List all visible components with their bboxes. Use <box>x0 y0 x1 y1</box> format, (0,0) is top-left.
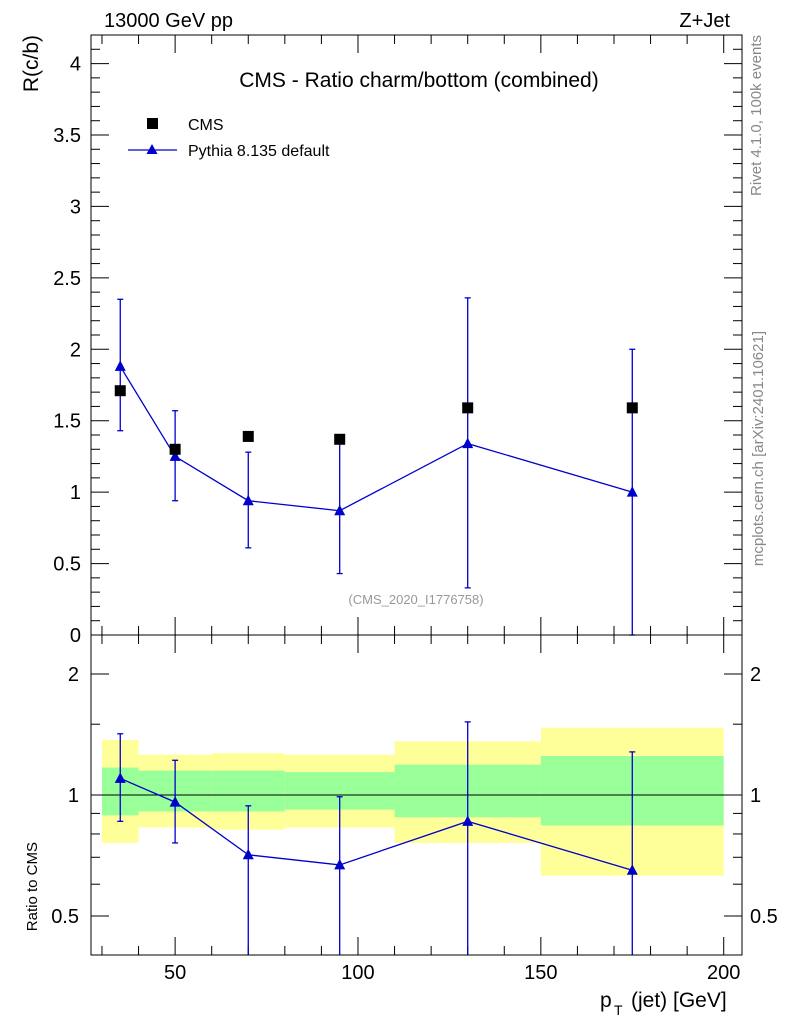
ratio-point <box>242 848 254 860</box>
y-tick-label: 0.5 <box>53 554 81 576</box>
y-tick-label: 4 <box>70 54 81 76</box>
x-tick-label: 100 <box>341 962 374 984</box>
plot-title: CMS - Ratio charm/bottom (combined) <box>239 69 598 92</box>
ratio-y-tick-label-right: 0.5 <box>750 906 778 928</box>
y-tick-label: 2.5 <box>53 268 81 290</box>
ratio-point <box>114 772 126 783</box>
band-inner-bin <box>211 770 285 812</box>
ratio-line <box>119 777 633 871</box>
ratio-y-tick-label: 1 <box>68 785 79 807</box>
ratio-y-axis-title: Ratio to CMS <box>24 842 41 931</box>
x-axis-title: p T (jet) [GeV] <box>600 989 727 1018</box>
legend: CMS Pythia 8.135 default <box>128 117 330 160</box>
y-tick-label: 0 <box>70 625 81 647</box>
pythia-point <box>169 450 181 461</box>
ratio-y-tick-label-right: 1 <box>750 785 761 807</box>
svg-text:p: p <box>600 989 612 1012</box>
ratio-point <box>334 858 346 870</box>
y-tick-label: 1 <box>70 482 81 504</box>
y-tick-label: 3.5 <box>53 125 81 147</box>
ratio-point <box>169 796 181 807</box>
ratio-y-tick-label: 2 <box>68 664 79 686</box>
cms-data-point <box>334 433 346 445</box>
ratio-plot-frame <box>90 634 743 956</box>
pythia-line <box>119 366 633 512</box>
process-label: Z+Jet <box>679 10 730 32</box>
analysis-id-label: (CMS_2020_I1776758) <box>348 592 483 607</box>
pythia-point <box>242 494 254 506</box>
legend-cms-marker <box>147 118 158 129</box>
cms-data-point <box>242 430 254 442</box>
ratio-point <box>626 864 638 875</box>
legend-pythia-marker <box>146 144 158 154</box>
legend-pythia-label: Pythia 8.135 default <box>188 143 330 160</box>
svg-text:(jet) [GeV]: (jet) [GeV] <box>631 989 727 1012</box>
legend-cms-label: CMS <box>188 117 224 134</box>
x-tick-label: 150 <box>524 962 557 984</box>
pythia-point <box>334 504 346 516</box>
y-tick-label: 2 <box>70 339 81 361</box>
y-axis-title: R(c/b) <box>20 35 43 92</box>
ratio-y-tick-label: 0.5 <box>51 906 79 928</box>
mcplots-label: mcplots.cern.ch [arXiv:2401.10621] <box>750 331 767 566</box>
rivet-version-label: Rivet 4.1.0, 100k events <box>748 35 765 196</box>
cms-data-point <box>626 402 638 414</box>
cms-data-point <box>114 385 126 397</box>
pythia-point <box>114 360 126 371</box>
axis-ticks: 0 0.5 1 1.5 2 2.5 3 3.5 4 0.5 0.5 1 1 2 2 50 100 150 200 <box>51 35 778 984</box>
plot-series <box>114 297 638 955</box>
ratio-point <box>462 815 474 826</box>
svg-text:T: T <box>614 1002 623 1018</box>
x-tick-label: 50 <box>164 962 186 984</box>
cms-data-point <box>169 443 181 455</box>
ratio-bands <box>101 727 724 876</box>
y-tick-label: 1.5 <box>53 411 81 433</box>
pythia-point <box>462 437 474 449</box>
energy-label: 13000 GeV pp <box>104 10 233 32</box>
x-tick-label: 200 <box>707 962 740 984</box>
pythia-point <box>626 486 638 497</box>
y-tick-label: 3 <box>70 196 81 218</box>
cms-data-point <box>462 402 474 414</box>
ratio-y-tick-label-right: 2 <box>750 664 761 686</box>
